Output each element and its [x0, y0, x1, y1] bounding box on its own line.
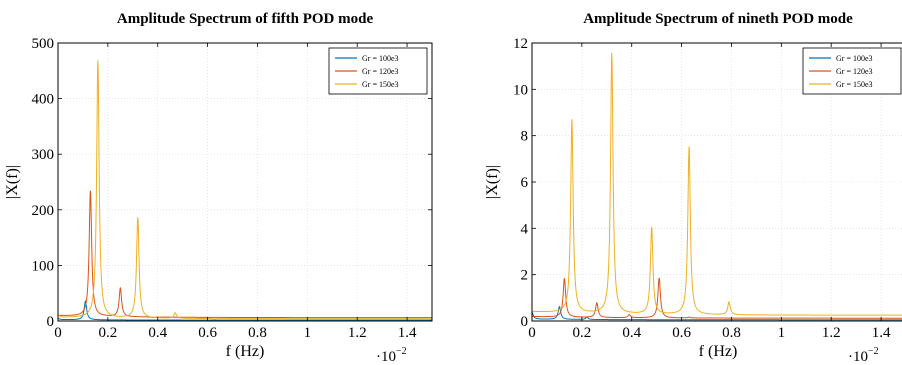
left-ytick-label: 200 — [32, 203, 55, 219]
chart-left-ticks: 0 0.2 0.4 0.6 0.8 1 1.2 1.4 0 100 200 300 400 500 — [32, 36, 432, 341]
right-series-line-3 — [531, 52, 902, 316]
left-ytick-label: 0 — [47, 314, 55, 330]
chart-left: Amplitude Spectrum of fifth POD mode 0 0.… — [4, 11, 433, 365]
chart-right-xlabel: f (Hz) — [699, 343, 738, 360]
left-xtick-label: 1.2 — [348, 325, 367, 341]
left-ytick-label: 300 — [32, 147, 55, 163]
left-xtick-label: 0.8 — [248, 325, 267, 341]
chart-right-ylabel: |X(f)| — [484, 165, 501, 199]
chart-left-title: Amplitude Spectrum of fifth POD mode — [117, 11, 374, 27]
right-ytick-label: 6 — [521, 175, 529, 191]
right-ytick-label: 0 — [521, 314, 529, 330]
left-xtick-label: 0 — [54, 325, 62, 341]
left-ytick-label: 400 — [32, 92, 55, 108]
chart-left-xscale: ·10−2 — [376, 346, 407, 365]
right-xtick-label: 0.8 — [722, 325, 741, 341]
right-xtick-label: 1.4 — [872, 325, 891, 341]
right-ytick-label: 8 — [521, 129, 529, 145]
left-xtick-label: 1.4 — [398, 325, 417, 341]
right-legend-label-1: Gr = 100e3 — [836, 54, 873, 63]
chart-right-ticks: 0 0.2 0.4 0.6 0.8 1 1.2 1.4 0 2 4 6 8 10 12 — [513, 36, 891, 341]
left-series-line-2 — [58, 190, 432, 319]
left-xtick-label: 0.2 — [98, 325, 117, 341]
left-xtick-label: 0.6 — [198, 325, 217, 341]
chart-left-legend: Gr = 100e3 Gr = 120e3 Gr = 150e3 — [328, 47, 428, 95]
left-legend-label-1: Gr = 100e3 — [362, 54, 399, 63]
left-series-line-3 — [57, 60, 432, 320]
chart-right-legend: Gr = 100e3 Gr = 120e3 Gr = 150e3 — [802, 47, 902, 95]
right-ytick-label: 4 — [521, 221, 529, 237]
chart-right-title: Amplitude Spectrum of nineth POD mode — [583, 11, 853, 27]
left-xtick-label: 1 — [304, 325, 312, 341]
right-legend-label-2: Gr = 120e3 — [836, 67, 873, 76]
right-xtick-label: 1.2 — [822, 325, 841, 341]
left-ytick-label: 100 — [32, 258, 55, 274]
right-xtick-label: 0.2 — [572, 325, 591, 341]
right-xtick-label: 1 — [778, 325, 786, 341]
chart-right-series — [531, 52, 902, 321]
right-series-line-2 — [532, 277, 902, 319]
right-xtick-label: 0.6 — [672, 325, 691, 341]
chart-left-series — [57, 60, 432, 321]
chart-left-xlabel: f (Hz) — [226, 343, 265, 360]
chart-left-axes-box — [57, 42, 433, 322]
chart-left-ylabel: |X(f)| — [4, 165, 21, 199]
left-xtick-label: 0.4 — [148, 325, 167, 341]
chart-right-xscale: ·10−2 — [848, 346, 879, 365]
right-xtick-label: 0.4 — [622, 325, 641, 341]
right-ytick-label: 2 — [521, 268, 529, 284]
left-series-line-1 — [57, 300, 432, 321]
right-ytick-label: 12 — [513, 36, 528, 52]
right-xtick-label: 0 — [528, 325, 536, 341]
right-legend-label-3: Gr = 150e3 — [836, 80, 873, 89]
left-legend-label-2: Gr = 120e3 — [362, 67, 399, 76]
left-ytick-label: 500 — [32, 36, 55, 52]
left-legend-label-3: Gr = 150e3 — [362, 80, 399, 89]
right-ytick-label: 10 — [513, 82, 528, 98]
right-series-line-1 — [531, 305, 902, 321]
